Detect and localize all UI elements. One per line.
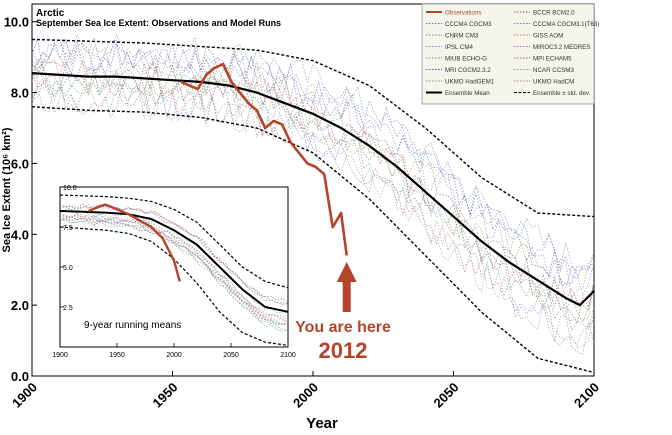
inset-frame [59, 186, 289, 348]
up-arrow-icon [336, 262, 357, 312]
model-run-line [31, 58, 595, 323]
x-axis-label: Year [306, 415, 338, 432]
model-run-line [31, 59, 595, 325]
inset-model-line [59, 213, 289, 323]
series-line-ensemble-std-dev- [31, 38, 595, 218]
legend: Observations BCCR BCM2.0 CCCMA CGCM3 CCCMA … [426, 10, 599, 97]
inset-model-line [59, 218, 289, 331]
inset-series-observations [88, 203, 181, 282]
inset-x-tick-label: 1900 [52, 352, 68, 359]
model-run-line [31, 79, 595, 355]
annotation-year: 2012 [319, 338, 368, 363]
you-are-here-annotation: You are here 2012 [295, 262, 391, 363]
inset-series-ensemble-mean [59, 210, 289, 313]
legend-entry: CCCMA CGCM3 [445, 21, 492, 28]
inset-model-line [59, 217, 289, 325]
model-run-line [31, 46, 595, 300]
legend-entry: Observations [445, 10, 481, 17]
model-run-line [31, 33, 595, 272]
inset-y-tick-label: 2.5 [63, 305, 73, 312]
series-line-ensemble-std-dev- [31, 106, 595, 374]
legend-entry: Ensemble Mean [445, 90, 490, 97]
y-tick-label: 2.0 [11, 298, 29, 313]
model-run-line [31, 38, 595, 285]
main-series-layer [31, 38, 595, 374]
x-tick-label: 1900 [9, 380, 40, 411]
x-tick-label: 2000 [290, 380, 321, 411]
inset-model-line [59, 209, 289, 313]
inset-model-line [59, 217, 289, 325]
legend-entry: GISS AOM [533, 33, 563, 40]
model-run-line [31, 42, 595, 298]
y-axis-ticks: 0.0 2.0 4.0 6.0 8.0 10.0 [4, 15, 37, 384]
x-tick-label: 2100 [571, 380, 602, 411]
x-tick-label: 2050 [431, 380, 462, 411]
annotation-line1: You are here [295, 319, 391, 336]
inset-y-tick-label: 10.0 [63, 185, 77, 192]
inset-model-line [59, 203, 289, 303]
x-tick-label: 1950 [150, 380, 181, 411]
inset-x-tick-label: 2100 [280, 352, 296, 359]
legend-box [421, 3, 595, 105]
series-line-observations [180, 62, 348, 256]
model-run-line [31, 65, 595, 322]
y-tick-label: 6.0 [11, 156, 29, 171]
model-run-line [31, 61, 595, 312]
legend-entry: NCAR CCSM3 [533, 67, 574, 74]
inset-y-tick-label: 7.5 [63, 225, 73, 232]
legend-entry: BCCR BCM2.0 [533, 10, 575, 17]
legend-entry: MIUB ECHO-G [445, 56, 487, 63]
inset-series-ensemble-std-dev- [59, 194, 289, 289]
model-run-line [31, 78, 595, 346]
legend-entry: MRI CGCM2.3.2 [445, 67, 491, 74]
inset-chart: 10.0 7.5 5.0 2.5 1900 1950 2000 2050 2100 [52, 185, 296, 359]
legend-entry: CNRM CM3 [445, 33, 479, 40]
model-run-line [31, 64, 595, 332]
series-line-ensemble-mean [31, 72, 595, 307]
inset-y-tick-label: 5.0 [63, 265, 73, 272]
legend-entry: MIROC3.2 MEDRES [533, 44, 590, 51]
y-axis-label: Sea Ice Extent (10⁶ km²) [1, 127, 13, 252]
y-tick-label: 0.0 [11, 369, 29, 384]
y-tick-label: 8.0 [11, 86, 29, 101]
legend-entry: CCCMA CGCM3.1(T63) [533, 21, 599, 28]
x-axis-ticks: 1900 1950 2000 2050 2100 [9, 371, 602, 411]
model-runs [31, 33, 595, 355]
chart-title: Arctic [36, 8, 65, 19]
legend-entry: UKMO HadCM [533, 79, 574, 86]
inset-model-line [59, 204, 289, 305]
chart-subtitle: September Sea Ice Extent: Observations a… [36, 18, 281, 28]
inset-x-tick-label: 2000 [166, 352, 182, 359]
legend-entry: IPSL CM4 [445, 44, 474, 51]
inset-label: 9-year running means [84, 320, 181, 331]
inset-x-tick-label: 2050 [223, 352, 239, 359]
legend-entry: UKMO HadGEM1 [445, 79, 495, 86]
legend-entry: Ensemble ± std. dev. [533, 90, 591, 97]
legend-entry: MPI ECHAM5 [533, 56, 572, 63]
inset-model-line [59, 214, 289, 320]
inset-x-tick-label: 1950 [109, 352, 125, 359]
inset-model-line [59, 216, 289, 325]
y-tick-label: 10.0 [4, 15, 29, 30]
model-run-line [31, 79, 595, 348]
y-tick-label: 4.0 [11, 227, 29, 242]
